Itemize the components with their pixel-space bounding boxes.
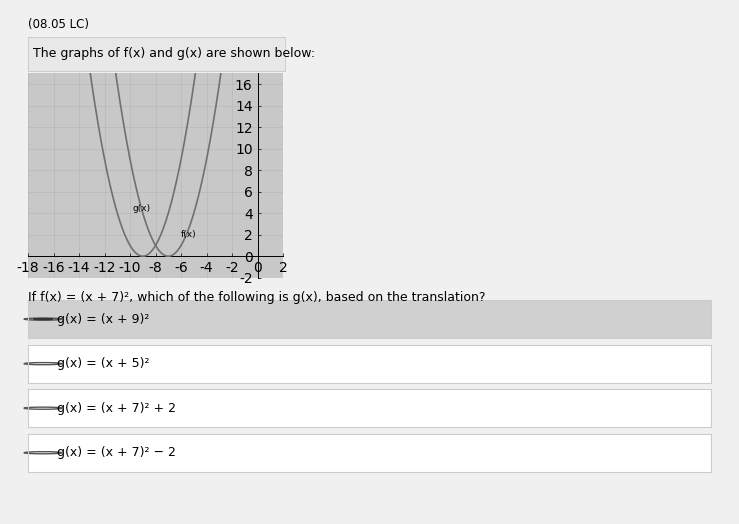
Text: g(x) = (x + 5)²: g(x) = (x + 5)² bbox=[57, 357, 149, 370]
Text: f(x): f(x) bbox=[181, 230, 197, 239]
Text: (08.05 LC): (08.05 LC) bbox=[28, 18, 89, 31]
Text: g(x) = (x + 7)² − 2: g(x) = (x + 7)² − 2 bbox=[57, 446, 176, 459]
Circle shape bbox=[33, 319, 52, 320]
Text: If f(x) = (x + 7)², which of the following is g(x), based on the translation?: If f(x) = (x + 7)², which of the followi… bbox=[28, 291, 486, 304]
Text: g(x) = (x + 9)²: g(x) = (x + 9)² bbox=[57, 313, 149, 325]
Text: The graphs of f(x) and g(x) are shown below:: The graphs of f(x) and g(x) are shown be… bbox=[33, 47, 316, 60]
Text: g(x): g(x) bbox=[132, 204, 151, 213]
Text: g(x) = (x + 7)² + 2: g(x) = (x + 7)² + 2 bbox=[57, 402, 176, 414]
